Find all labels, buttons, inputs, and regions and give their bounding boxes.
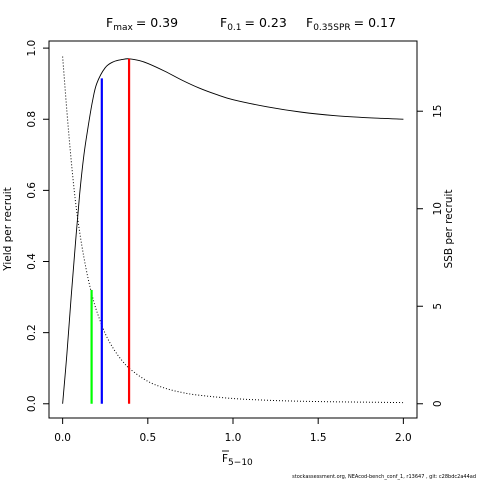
svg-text:F5−10: F5−10 [222,453,253,468]
title-fspr-sub: 0.35SPR [313,23,350,33]
footer-credit: stockassessment.org, NEAcod-bench_conf_1… [292,474,476,480]
svg-text:Fmax= 0.39: Fmax = 0.39 [106,15,178,33]
x-axis-title: F5−10 [222,450,253,468]
title-f01-sub: 0.1 [227,23,241,33]
svg-text:F0.35SPR= 0.17: F0.35SPR = 0.17 [306,15,396,33]
y-left-tick-label: 0.6 [26,182,38,199]
x-tick-label: 0.5 [139,432,156,444]
y-right-tick-label: 10 [432,202,444,215]
chart-title: Fmax = 0.39 F0.1 = 0.23 F0.35SPR = 0.17 [106,15,396,33]
y-right-tick-label: 15 [432,105,444,118]
y-left-tick-label: 1.0 [26,40,38,57]
reference-lines [90,58,131,404]
y-axis-left-title: Yield per recruit [2,187,14,271]
series-layer [62,56,404,404]
x-axis-title-sub: 5−10 [228,458,253,468]
x-axis: 0.0 0.5 1.0 1.5 2.0 [54,417,412,444]
x-tick-label: 1.5 [310,432,327,444]
title-fspr-value: = 0.17 [354,15,396,30]
title-fmax-sub: max [113,23,133,33]
y-axis-left: 0.0 0.2 0.4 0.6 0.8 1.0 [26,40,50,412]
title-f01-value: = 0.23 [245,15,287,30]
title-fspr-label: F [306,15,313,30]
y-right-tick-label: 5 [432,303,444,310]
y-left-tick-label: 0.2 [26,324,38,341]
plot-frame [48,40,418,419]
title-fmax-value: = 0.39 [136,15,178,30]
title-fmax-label: F [106,15,113,30]
x-tick-label: 2.0 [395,432,412,444]
y-left-tick-label: 0.0 [26,395,38,412]
x-axis-title-main: F [222,453,228,465]
title-f01-label: F [220,15,227,30]
x-tick-label: 0.0 [54,432,71,444]
y-left-tick-label: 0.4 [26,253,38,270]
y-axis-right-title: SSB per recruit [443,190,455,269]
y-axis-right: 0 5 10 15 [416,105,444,407]
y-left-tick-label: 0.8 [26,111,38,128]
svg-text:F0.1= 0.23: F0.1 = 0.23 [220,15,287,33]
yield-per-recruit-line [62,58,404,404]
y-right-tick-label: 0 [432,400,444,407]
ssb-per-recruit-line [62,56,404,404]
x-tick-label: 1.0 [225,432,242,444]
